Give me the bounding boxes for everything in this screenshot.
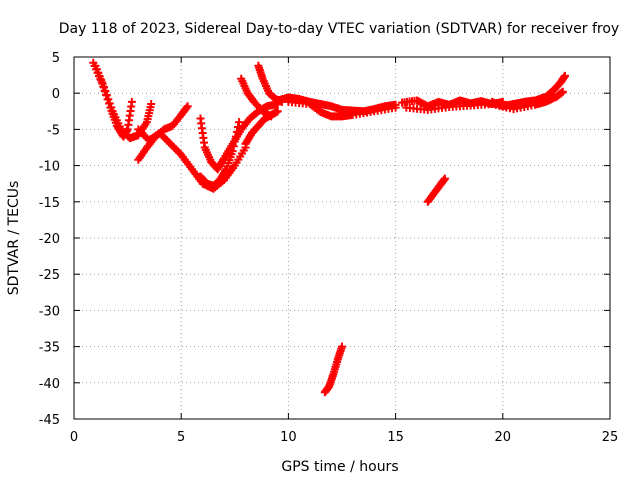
axis-ticks: 0 5 10 15 20 25 5 0 -5 -10 -15 -20 -25 -30 -35 -40 -45 bbox=[39, 51, 619, 445]
data-point bbox=[338, 342, 346, 351]
y-tick-label: -25 bbox=[39, 268, 60, 283]
data-point bbox=[228, 147, 237, 156]
data-point bbox=[267, 112, 276, 121]
series-track-f bbox=[196, 118, 244, 190]
y-tick-label: -15 bbox=[39, 196, 60, 211]
x-tick-label: 25 bbox=[602, 430, 619, 445]
series-track-e bbox=[196, 100, 282, 174]
x-tick-label: 10 bbox=[280, 430, 297, 445]
series-track-n bbox=[488, 71, 569, 111]
data-point bbox=[235, 118, 244, 127]
series-track-h bbox=[237, 74, 276, 121]
y-tick-label: -5 bbox=[47, 123, 60, 138]
data-point bbox=[391, 103, 400, 112]
data-point bbox=[560, 71, 569, 80]
data-point bbox=[100, 83, 109, 92]
y-axis-label: SDTVAR / TECUs bbox=[6, 181, 22, 296]
x-axis-label: GPS time / hours bbox=[281, 459, 398, 475]
data-point bbox=[101, 87, 110, 96]
y-tick-label: -30 bbox=[39, 304, 60, 319]
y-tick-label: -10 bbox=[39, 160, 60, 175]
chart-title: Day 118 of 2023, Sidereal Day-to-day VTE… bbox=[59, 21, 619, 37]
series-track-d bbox=[134, 125, 250, 193]
data-point bbox=[273, 107, 282, 116]
data-point bbox=[440, 174, 449, 183]
y-tick-label: -35 bbox=[39, 341, 60, 356]
y-tick-label: -20 bbox=[39, 232, 60, 247]
series-track-p bbox=[423, 174, 449, 206]
data-point bbox=[127, 97, 136, 106]
data-point bbox=[104, 95, 113, 104]
y-tick-label: 0 bbox=[52, 87, 60, 102]
data-point bbox=[102, 91, 111, 100]
data-point bbox=[230, 137, 239, 146]
data-point bbox=[183, 102, 192, 111]
x-tick-label: 5 bbox=[177, 430, 185, 445]
data-points bbox=[89, 58, 569, 397]
data-point bbox=[232, 127, 241, 136]
data-point bbox=[182, 103, 191, 112]
data-point bbox=[147, 100, 156, 109]
data-point bbox=[107, 103, 116, 112]
data-point bbox=[234, 122, 243, 131]
y-tick-label: 5 bbox=[52, 51, 60, 66]
x-tick-label: 20 bbox=[495, 430, 512, 445]
data-point bbox=[229, 142, 238, 151]
data-point bbox=[105, 99, 114, 108]
series-track-k bbox=[284, 97, 400, 121]
y-tick-label: -45 bbox=[39, 413, 60, 428]
data-point bbox=[558, 87, 567, 96]
data-point bbox=[231, 132, 240, 141]
x-tick-label: 0 bbox=[70, 430, 78, 445]
x-tick-label: 15 bbox=[387, 430, 404, 445]
series-track-o bbox=[320, 342, 346, 397]
y-tick-label: -40 bbox=[39, 377, 60, 392]
